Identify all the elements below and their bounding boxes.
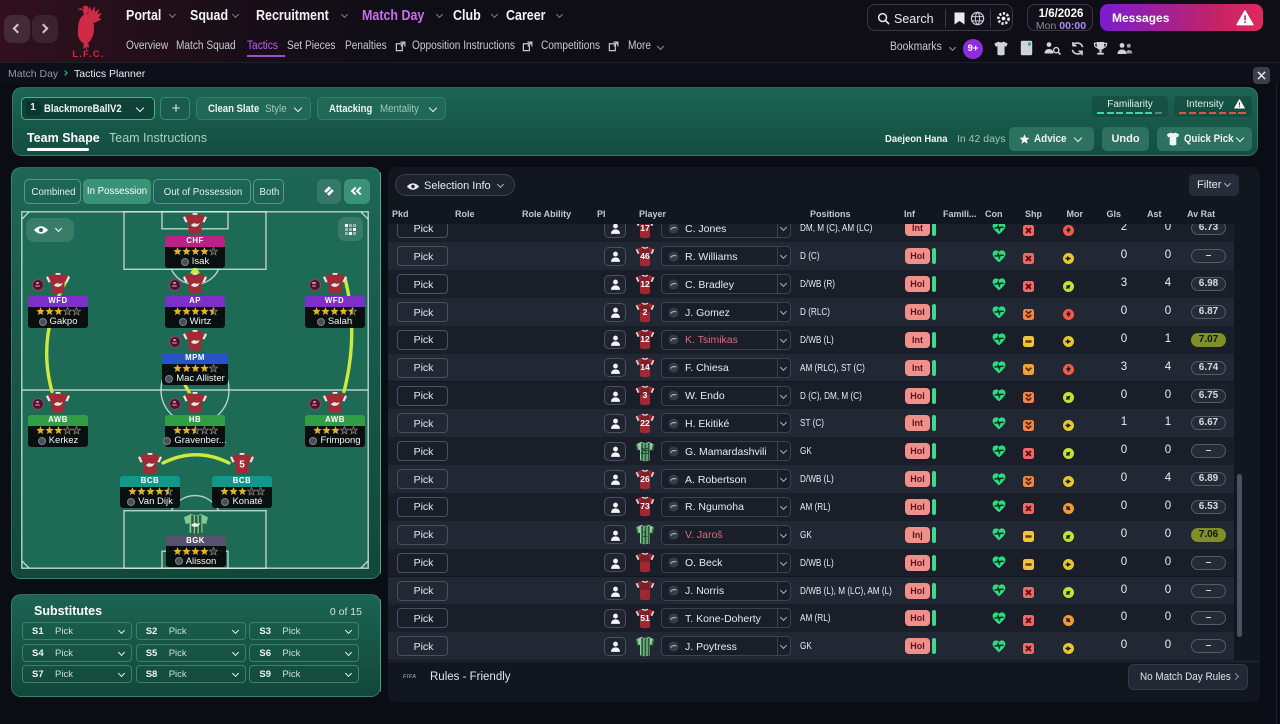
svg-text:14: 14	[640, 362, 650, 372]
svg-text:22: 22	[640, 418, 650, 428]
svg-text:26: 26	[640, 474, 650, 484]
svg-text:51: 51	[640, 613, 650, 623]
svg-text:3: 3	[643, 390, 648, 400]
svg-text:1: 1	[643, 530, 648, 539]
svg-text:12: 12	[640, 334, 650, 344]
svg-text:17: 17	[640, 223, 650, 233]
svg-text:2: 2	[643, 307, 648, 317]
svg-text:12: 12	[640, 279, 650, 289]
svg-text:L.F.C.: L.F.C.	[72, 49, 105, 58]
svg-text:25: 25	[640, 447, 650, 456]
svg-text:5: 5	[239, 460, 245, 471]
svg-text:46: 46	[640, 251, 650, 261]
svg-text:73: 73	[640, 502, 650, 512]
